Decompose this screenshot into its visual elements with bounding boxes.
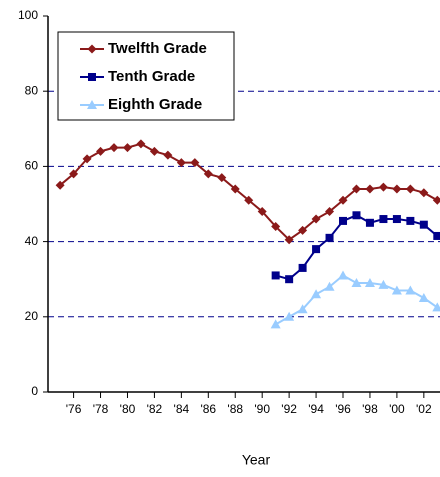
point — [217, 173, 227, 183]
point — [406, 216, 415, 225]
y-tick-label: 80 — [25, 83, 39, 97]
point — [136, 139, 146, 149]
point — [378, 182, 388, 192]
x-tick-label: '96 — [335, 402, 351, 416]
point — [298, 263, 307, 272]
point — [324, 281, 335, 291]
x-tick-label: '84 — [174, 402, 190, 416]
point — [364, 277, 375, 287]
point — [365, 218, 374, 227]
x-tick-label: '76 — [66, 402, 82, 416]
point — [284, 235, 294, 245]
point — [149, 146, 159, 156]
point — [419, 220, 428, 229]
point — [351, 277, 362, 287]
point — [339, 216, 348, 225]
y-tick-label: 100 — [18, 8, 38, 22]
point — [270, 319, 281, 329]
point — [311, 289, 322, 299]
point — [297, 304, 308, 314]
point — [338, 270, 349, 280]
point — [109, 143, 119, 153]
point — [432, 302, 440, 312]
point — [365, 184, 375, 194]
point — [351, 184, 361, 194]
point — [312, 245, 321, 254]
x-tick-label: '94 — [308, 402, 324, 416]
point — [392, 215, 401, 224]
point — [203, 169, 213, 179]
legend-label: Eighth Grade — [108, 96, 202, 113]
x-tick-label: '86 — [200, 402, 216, 416]
point — [311, 214, 321, 224]
point — [55, 180, 65, 190]
point — [298, 225, 308, 235]
point — [405, 184, 415, 194]
point — [391, 285, 402, 295]
point — [271, 271, 280, 280]
x-tick-label: '02 — [416, 402, 432, 416]
point — [190, 158, 200, 168]
point — [284, 311, 295, 321]
x-tick-label: '82 — [147, 402, 163, 416]
point — [244, 195, 254, 205]
point — [392, 184, 402, 194]
point — [352, 211, 361, 220]
point — [433, 231, 440, 240]
point — [230, 184, 240, 194]
point — [419, 188, 429, 198]
legend-marker — [87, 100, 97, 109]
x-tick-label: '88 — [227, 402, 243, 416]
point — [432, 195, 440, 205]
point — [379, 215, 388, 224]
y-tick-label: 0 — [31, 384, 38, 398]
x-axis-label: Year — [242, 452, 271, 468]
point — [325, 207, 335, 217]
x-tick-label: '80 — [120, 402, 136, 416]
point — [82, 154, 92, 164]
y-tick-label: 60 — [25, 159, 39, 173]
legend-marker — [88, 73, 96, 81]
point — [96, 146, 106, 156]
point — [176, 158, 186, 168]
x-tick-label: '00 — [389, 402, 405, 416]
legend-marker — [87, 44, 97, 54]
point — [271, 222, 281, 232]
point — [338, 195, 348, 205]
point — [257, 207, 267, 217]
x-tick-label: '90 — [254, 402, 270, 416]
point — [69, 169, 79, 179]
x-tick-label: '92 — [281, 402, 297, 416]
point — [418, 293, 429, 302]
point — [405, 285, 416, 295]
x-tick-label: '98 — [362, 402, 378, 416]
y-tick-label: 20 — [25, 309, 39, 323]
point — [325, 233, 334, 242]
series-line — [59, 142, 438, 242]
legend-label: Tenth Grade — [108, 68, 195, 85]
point — [285, 275, 294, 284]
x-tick-label: '78 — [93, 402, 109, 416]
point — [163, 150, 173, 160]
point — [378, 279, 389, 289]
point — [122, 143, 132, 153]
y-tick-label: 40 — [25, 234, 39, 248]
legend-label: Twelfth Grade — [108, 40, 207, 57]
